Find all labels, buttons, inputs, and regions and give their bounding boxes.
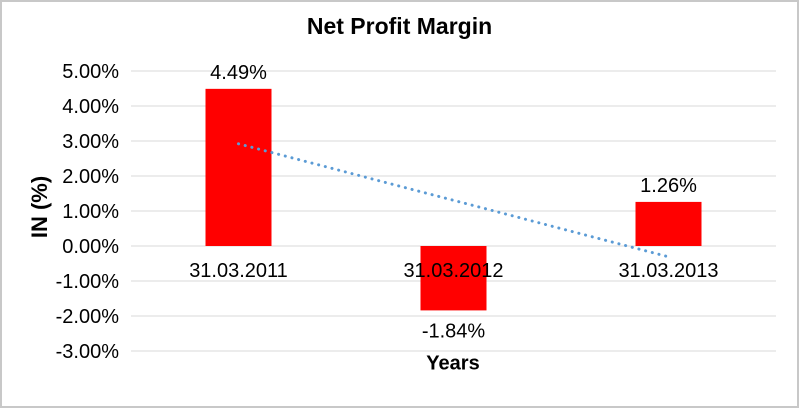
- y-tick-label: 2.00%: [62, 166, 119, 188]
- bar: [420, 246, 487, 311]
- x-axis-title: Years: [426, 352, 480, 375]
- x-category-label: 31.03.2013: [618, 260, 718, 282]
- bar: [205, 88, 272, 246]
- x-category-label: 31.03.2012: [403, 260, 503, 282]
- y-tick-label: 3.00%: [62, 131, 119, 153]
- y-tick-label: 5.00%: [62, 61, 119, 83]
- data-label: 1.26%: [640, 175, 697, 197]
- data-label: -1.84%: [422, 320, 486, 342]
- y-tick-label: 1.00%: [62, 201, 119, 223]
- data-label: 4.49%: [210, 62, 267, 84]
- x-category-label: 31.03.2011: [189, 260, 288, 282]
- y-tick-label: -3.00%: [56, 341, 120, 363]
- y-tick-label: 0.00%: [62, 236, 119, 258]
- y-tick-label: -1.00%: [56, 271, 120, 293]
- y-tick-label: 4.00%: [62, 96, 119, 118]
- bar: [635, 201, 702, 246]
- trendline: [237, 142, 670, 259]
- chart-title: Net Profit Margin: [306, 13, 493, 39]
- y-tick-label: -2.00%: [56, 306, 120, 328]
- y-axis-title: IN (%): [27, 175, 52, 239]
